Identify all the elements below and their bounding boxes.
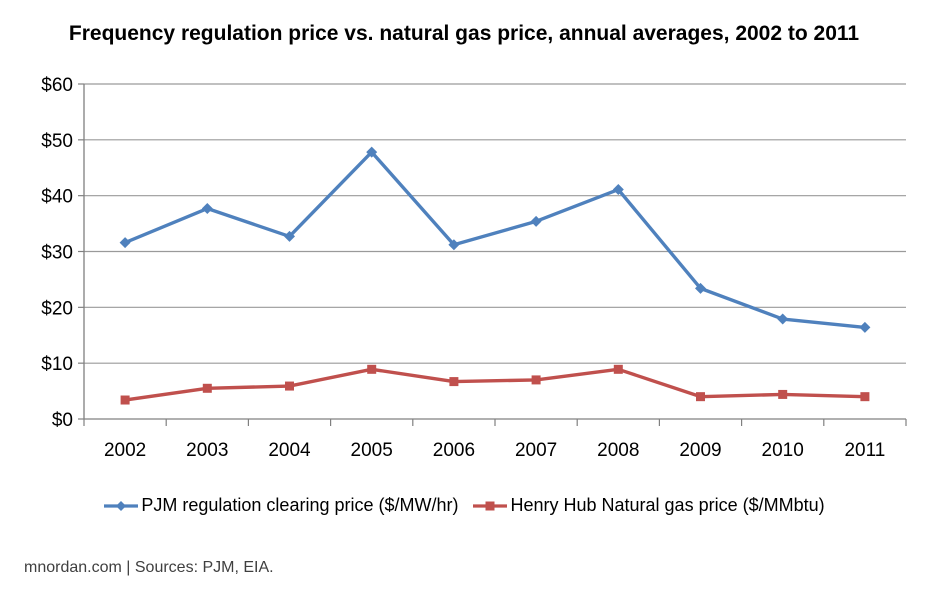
x-axis-label: 2002 bbox=[104, 440, 146, 461]
x-axis-label: 2007 bbox=[515, 440, 557, 461]
data-point-diamond bbox=[284, 230, 295, 242]
data-point-square bbox=[531, 375, 541, 385]
data-point-square bbox=[778, 389, 788, 399]
y-axis-label: $40 bbox=[41, 187, 73, 208]
data-point-diamond bbox=[612, 184, 624, 196]
legend-marker-shape bbox=[116, 500, 127, 511]
series-line-1 bbox=[123, 367, 867, 402]
x-axis-label: 2008 bbox=[597, 440, 639, 461]
y-axis-label: $10 bbox=[41, 354, 73, 375]
series-line-0 bbox=[123, 150, 867, 330]
y-axis-label: $20 bbox=[41, 298, 73, 319]
x-axis-label: 2005 bbox=[351, 440, 393, 461]
pjm-line-diamond-icon bbox=[104, 500, 139, 511]
data-point-diamond bbox=[859, 321, 871, 333]
legend: PJM regulation clearing price ($/MW/hr) … bbox=[0, 495, 928, 516]
x-axis-label: 2004 bbox=[268, 440, 311, 461]
data-point-diamond bbox=[530, 215, 542, 227]
y-axis-label: $30 bbox=[41, 243, 73, 264]
data-point-square bbox=[120, 395, 130, 405]
x-axis-label: 2010 bbox=[762, 440, 804, 461]
y-axis-label: $0 bbox=[52, 410, 73, 431]
x-axis-label: 2011 bbox=[844, 440, 885, 461]
plot-area: $0 $10 $20 $30 $40 $50 $60 2002 2003 2004 2005 2006… bbox=[41, 75, 907, 461]
data-point-diamond bbox=[119, 237, 131, 249]
data-point-diamond bbox=[777, 313, 789, 325]
y-axis-label: $60 bbox=[41, 75, 73, 96]
y-axis-label: $50 bbox=[41, 131, 73, 152]
data-point-diamond bbox=[448, 239, 460, 251]
source-attribution: mnordan.com | Sources: PJM, EIA. bbox=[24, 559, 274, 576]
legend-item-pjm: PJM regulation clearing price ($/MW/hr) bbox=[103, 495, 458, 516]
data-point-square bbox=[449, 377, 459, 387]
x-axis-label: 2003 bbox=[186, 440, 228, 461]
data-point-square bbox=[696, 392, 705, 402]
henryhub-line-square-icon bbox=[473, 501, 508, 510]
chart-title: Frequency regulation price vs. natural g… bbox=[68, 22, 860, 45]
legend-label-henryhub: Henry Hub Natural gas price ($/MMbtu) bbox=[510, 495, 825, 515]
legend-label-pjm: PJM regulation clearing price ($/MW/hr) bbox=[141, 495, 459, 515]
data-point-square bbox=[202, 383, 212, 393]
data-point-square bbox=[860, 392, 870, 402]
x-axis-label: 2006 bbox=[433, 440, 475, 461]
legend-item-henryhub: Henry Hub Natural gas price ($/MMbtu) bbox=[472, 495, 825, 516]
data-point-diamond bbox=[366, 146, 378, 158]
data-point-diamond bbox=[201, 203, 213, 215]
data-point-diamond bbox=[695, 282, 706, 294]
x-axis-label: 2009 bbox=[679, 440, 721, 461]
legend-marker-shape bbox=[485, 501, 495, 510]
data-point-square bbox=[613, 364, 623, 374]
data-point-square bbox=[285, 381, 294, 391]
data-point-square bbox=[367, 364, 377, 374]
